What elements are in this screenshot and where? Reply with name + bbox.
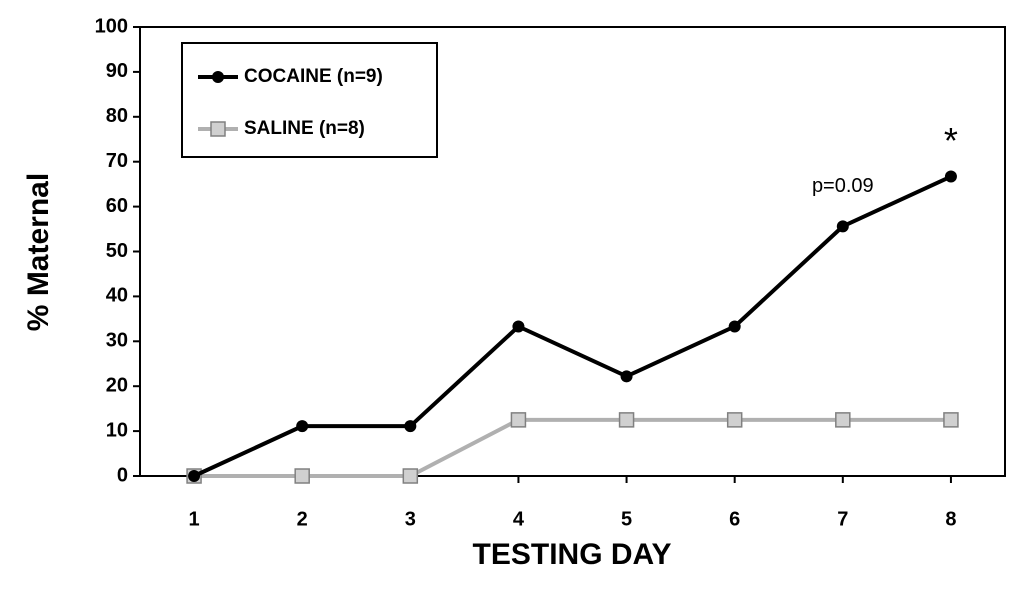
y-tick-label: 80	[106, 105, 128, 127]
series-line	[193, 174, 952, 478]
point	[836, 220, 849, 233]
y-tick-label: 10	[106, 419, 128, 441]
point	[728, 320, 741, 333]
point	[835, 412, 851, 428]
point	[726, 412, 743, 428]
y-tick-label: 40	[106, 285, 128, 307]
x-tick-label: 3	[405, 508, 416, 530]
legend-marker	[212, 71, 224, 83]
y-tick-label: 20	[106, 374, 128, 396]
y-tick-label: 60	[106, 195, 128, 217]
annotation: *	[944, 120, 958, 161]
legend-label: COCAINE (n=9)	[244, 66, 383, 87]
point	[620, 370, 633, 383]
x-tick-label: 1	[189, 508, 200, 530]
y-tick-label: 90	[106, 60, 128, 82]
legend-marker	[210, 121, 226, 137]
point	[402, 468, 419, 484]
y-axis-title: % Maternal	[22, 173, 55, 331]
point	[943, 412, 959, 428]
point	[512, 320, 525, 333]
legend-label: SALINE (n=8)	[244, 118, 365, 139]
point	[188, 470, 201, 482]
point	[944, 170, 957, 183]
legend-box	[181, 42, 438, 158]
y-tick-label: 30	[106, 330, 128, 352]
y-tick-label: 50	[106, 240, 128, 262]
x-axis-title: TESTING DAY	[473, 538, 672, 571]
y-tick-label: 100	[95, 15, 128, 37]
x-tick-label: 8	[945, 508, 956, 530]
point	[510, 412, 527, 428]
x-tick-label: 7	[837, 508, 848, 530]
point	[618, 412, 635, 428]
x-tick-label: 5	[621, 508, 632, 530]
x-tick-label: 2	[297, 508, 308, 530]
point	[294, 468, 310, 484]
annotation: p=0.09	[812, 175, 874, 197]
y-tick-label: 70	[106, 150, 128, 172]
series-line	[194, 417, 951, 478]
point	[404, 420, 417, 433]
y-tick-label: 0	[117, 464, 128, 486]
x-tick-label: 6	[729, 508, 740, 530]
x-tick-label: 4	[513, 508, 525, 530]
point	[296, 420, 309, 433]
